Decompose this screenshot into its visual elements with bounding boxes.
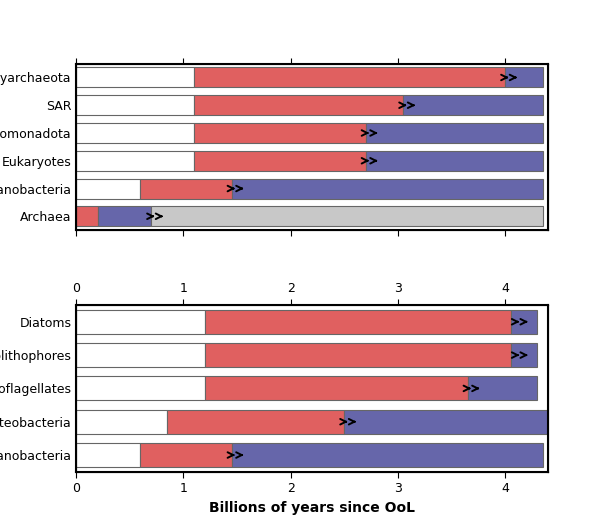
Bar: [141, 443, 231, 467]
Bar: [76, 123, 194, 143]
Bar: [205, 343, 510, 367]
Bar: [141, 179, 231, 199]
Bar: [194, 67, 505, 87]
Bar: [205, 310, 510, 334]
Bar: [76, 443, 141, 467]
Bar: [76, 410, 167, 434]
X-axis label: Billions of years since OoL: Billions of years since OoL: [209, 501, 415, 515]
Bar: [231, 179, 543, 199]
Bar: [505, 67, 543, 87]
Bar: [468, 376, 537, 400]
Bar: [194, 151, 366, 171]
Bar: [510, 310, 537, 334]
Bar: [366, 151, 543, 171]
Bar: [97, 206, 151, 226]
Bar: [366, 123, 543, 143]
Bar: [76, 179, 141, 199]
Bar: [510, 343, 537, 367]
Bar: [167, 410, 344, 434]
Bar: [76, 95, 194, 115]
Bar: [205, 376, 468, 400]
Bar: [76, 67, 194, 87]
Bar: [403, 95, 543, 115]
Bar: [194, 95, 403, 115]
Bar: [231, 443, 543, 467]
Bar: [76, 343, 205, 367]
Bar: [76, 206, 97, 226]
Bar: [76, 310, 205, 334]
Bar: [76, 376, 205, 400]
Bar: [194, 123, 366, 143]
Bar: [76, 151, 194, 171]
Bar: [344, 410, 548, 434]
Bar: [151, 206, 543, 226]
